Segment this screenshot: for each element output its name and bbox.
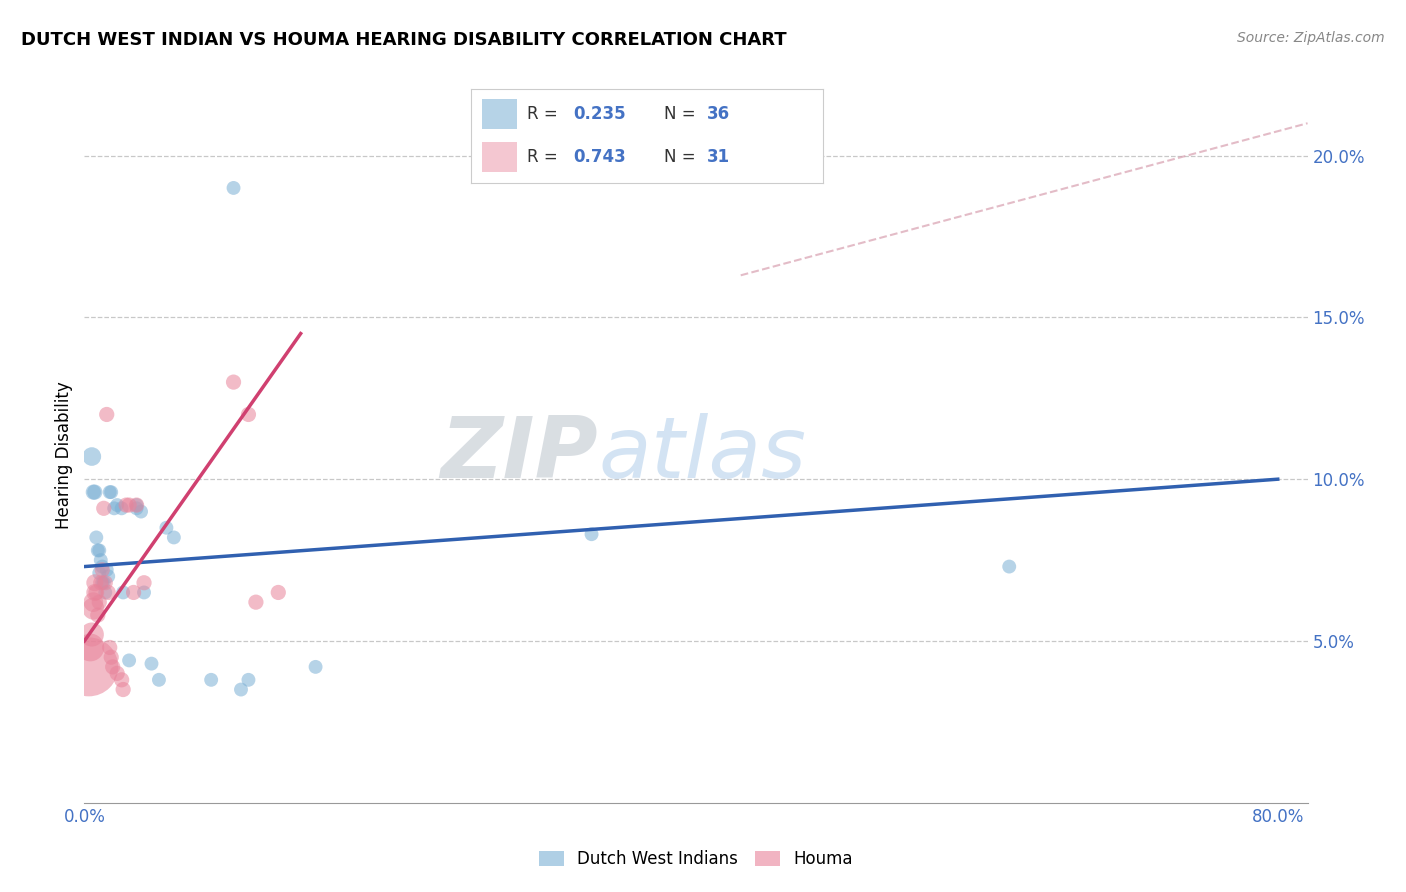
- Point: [91, 563, 114, 577]
- Point: [111, 501, 134, 516]
- Point: [115, 498, 138, 512]
- Point: [93, 501, 115, 516]
- Legend: Dutch West Indians, Houma: Dutch West Indians, Houma: [533, 843, 859, 874]
- Point: [111, 673, 134, 687]
- Point: [125, 501, 148, 516]
- Point: [91, 575, 114, 590]
- Text: R =: R =: [527, 148, 564, 166]
- Point: [91, 559, 114, 574]
- Point: [112, 682, 135, 697]
- Text: 0.235: 0.235: [574, 104, 626, 122]
- Point: [118, 653, 141, 667]
- Point: [118, 498, 141, 512]
- Point: [238, 408, 260, 422]
- Point: [222, 375, 245, 389]
- FancyBboxPatch shape: [482, 142, 517, 171]
- Point: [122, 585, 145, 599]
- Point: [998, 559, 1021, 574]
- Text: N =: N =: [665, 104, 702, 122]
- Point: [98, 485, 121, 500]
- Text: N =: N =: [665, 148, 702, 166]
- Point: [84, 531, 107, 545]
- Text: Source: ZipAtlas.com: Source: ZipAtlas.com: [1237, 31, 1385, 45]
- Text: DUTCH WEST INDIAN VS HOUMA HEARING DISABILITY CORRELATION CHART: DUTCH WEST INDIAN VS HOUMA HEARING DISAB…: [21, 31, 787, 49]
- Point: [129, 504, 152, 518]
- Point: [103, 501, 125, 516]
- Point: [83, 585, 105, 599]
- Text: ZIP: ZIP: [440, 413, 598, 497]
- Point: [80, 450, 103, 464]
- Text: atlas: atlas: [598, 413, 806, 497]
- Y-axis label: Hearing Disability: Hearing Disability: [55, 381, 73, 529]
- Point: [105, 666, 128, 681]
- Point: [89, 566, 111, 580]
- Point: [94, 575, 117, 590]
- Point: [105, 498, 128, 512]
- Point: [90, 553, 112, 567]
- Point: [96, 563, 118, 577]
- Text: 36: 36: [707, 104, 730, 122]
- Point: [93, 575, 115, 590]
- Point: [82, 595, 104, 609]
- Point: [80, 627, 103, 641]
- Point: [83, 485, 105, 500]
- Point: [94, 585, 117, 599]
- Point: [101, 660, 124, 674]
- Point: [87, 608, 110, 623]
- Point: [304, 660, 326, 674]
- Point: [112, 585, 135, 599]
- Point: [100, 650, 122, 665]
- Point: [77, 660, 100, 674]
- Point: [89, 595, 111, 609]
- Point: [125, 498, 148, 512]
- Point: [267, 585, 290, 599]
- Point: [238, 673, 260, 687]
- Point: [84, 585, 107, 599]
- Point: [125, 498, 148, 512]
- Point: [200, 673, 222, 687]
- Point: [82, 485, 104, 500]
- Point: [132, 585, 155, 599]
- Point: [100, 485, 122, 500]
- Text: 31: 31: [707, 148, 730, 166]
- Point: [98, 640, 121, 655]
- Point: [141, 657, 163, 671]
- Point: [155, 521, 177, 535]
- Point: [245, 595, 267, 609]
- Point: [79, 640, 101, 655]
- Point: [163, 531, 186, 545]
- Point: [97, 569, 120, 583]
- Point: [229, 682, 252, 697]
- Point: [83, 575, 105, 590]
- Point: [222, 181, 245, 195]
- Point: [82, 601, 104, 615]
- Point: [96, 408, 118, 422]
- Point: [89, 543, 111, 558]
- Text: R =: R =: [527, 104, 564, 122]
- FancyBboxPatch shape: [482, 98, 517, 128]
- Point: [90, 575, 112, 590]
- Text: 0.743: 0.743: [574, 148, 626, 166]
- Point: [581, 527, 603, 541]
- Point: [132, 575, 155, 590]
- Point: [97, 585, 120, 599]
- Point: [87, 543, 110, 558]
- Point: [148, 673, 170, 687]
